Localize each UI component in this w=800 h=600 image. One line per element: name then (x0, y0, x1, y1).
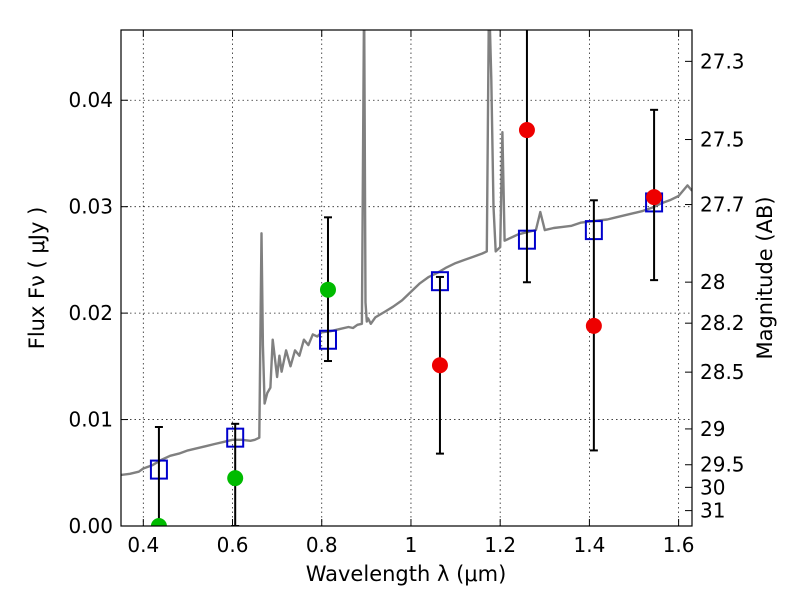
x-tick-label: 0.4 (127, 533, 159, 557)
x-tick-label: 0.6 (217, 533, 249, 557)
observed-point (150, 518, 167, 526)
y-axis-label: Flux Fν ( μJy ) (25, 207, 49, 350)
mag-tick-label: 28.2 (700, 311, 745, 335)
observed-point (319, 281, 336, 298)
observed-point (518, 122, 535, 139)
mag-tick-label: 27.7 (700, 193, 745, 217)
model-sed-line (121, 30, 692, 477)
grid-lines (121, 30, 692, 527)
axis-ticks (121, 30, 692, 527)
x-axis-label: Wavelength λ (μm) (306, 562, 507, 586)
y-tick-label: 0.02 (68, 301, 113, 325)
x-tick-label: 1.4 (573, 533, 605, 557)
mag-tick-label: 30 (700, 475, 725, 499)
plot-area (121, 30, 692, 480)
plot-frame (120, 29, 693, 527)
mag-tick-label: 31 (700, 499, 725, 523)
mag-tick-label: 29.5 (700, 453, 745, 477)
x-tick-label: 1 (405, 533, 418, 557)
mag-tick-label: 27.5 (700, 128, 745, 152)
mag-tick-label: 28.5 (700, 360, 745, 384)
mag-tick-label: 29 (700, 417, 725, 441)
observed-point (227, 470, 244, 487)
mag-tick-label: 28 (700, 270, 725, 294)
observed-point (646, 189, 663, 206)
x-tick-label: 1.2 (484, 533, 516, 557)
y-tick-label: 0.04 (68, 88, 113, 112)
y2-axis-label: Magnitude (AB) (753, 196, 777, 359)
error-bars (150, 30, 663, 526)
y-tick-label: 0.00 (68, 514, 113, 538)
observed-point (431, 357, 448, 374)
y-tick-label: 0.03 (68, 195, 113, 219)
mag-tick-label: 27.3 (700, 49, 745, 73)
x-tick-label: 0.8 (306, 533, 338, 557)
y-tick-label: 0.01 (68, 408, 113, 432)
x-tick-label: 1.6 (663, 533, 695, 557)
observed-point (585, 317, 602, 334)
tick-labels: 0.4 0.6 0.8 1 1.2 1.4 1.6 0.00 0.01 0.02 0.03 0.04 2… (68, 49, 744, 557)
